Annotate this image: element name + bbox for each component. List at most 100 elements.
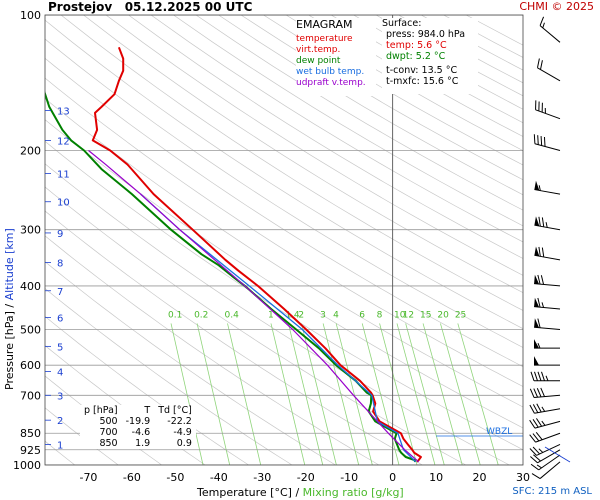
- wind-barb: [534, 339, 560, 349]
- mixing-ratio-line: [440, 323, 481, 465]
- wind-barb: [536, 58, 561, 82]
- legend-item-temperature: temperature: [296, 34, 353, 44]
- altitude-tick-label: 11: [57, 169, 70, 180]
- wind-barb-pennant: [534, 356, 539, 366]
- x-tick-label: -10: [340, 471, 358, 484]
- table-row: 500 -19.9 -22.2: [80, 416, 196, 427]
- y-tick-label: 925: [20, 444, 41, 457]
- wind-barb-flag: [543, 136, 546, 147]
- y-tick-label: 200: [20, 144, 41, 157]
- wind-barb-flag: [529, 388, 535, 398]
- x-axis-title: Temperature [°C] / Mixing ratio [g/kg]: [197, 486, 404, 499]
- wind-barb-flag: [541, 247, 545, 258]
- wind-barb-half-flag: [541, 406, 546, 412]
- wind-barb-half-flag: [541, 302, 545, 308]
- mixing-ratio-line: [170, 323, 204, 465]
- wind-barb-flag: [529, 448, 537, 456]
- wind-barb-staff: [535, 109, 561, 120]
- mixing-ratio-label: 0.4: [225, 310, 240, 320]
- series-group: [45, 46, 422, 463]
- wind-barb: [534, 180, 561, 195]
- level-table: p [hPa] T Td [°C] 500 -19.9 -22.2 700 -4…: [80, 405, 196, 449]
- series-udpraft-v-temp: [88, 150, 420, 463]
- dry-adiabat-line: [195, 15, 523, 211]
- table-cell: 500: [99, 416, 118, 427]
- legend-item-wet-bulb: wet bulb temp.: [296, 67, 365, 77]
- table-row: 850 1.9 0.9: [80, 438, 196, 449]
- wind-barb-flag: [536, 418, 543, 427]
- mixing-ratio-label: 10: [394, 310, 406, 320]
- dry-adiabat-line: [45, 77, 523, 387]
- altitude-tick-label: 3: [57, 391, 63, 402]
- background-lines: [45, 15, 523, 465]
- credit-label: CHMI © 2025: [519, 0, 594, 13]
- station-name: Prostejov: [48, 0, 113, 14]
- wind-barb-half-flag: [541, 420, 546, 426]
- mixing-ratio-label: 25: [455, 310, 466, 320]
- wind-barb-flag: [540, 136, 543, 146]
- legend-item-virt-temp: virt.temp.: [296, 45, 341, 55]
- wind-barb: [534, 318, 561, 331]
- table-cell: 0.9: [176, 438, 192, 449]
- wind-barb: [529, 403, 561, 414]
- mixing-ratio-line: [287, 323, 324, 465]
- y-tick-label: 1000: [13, 459, 41, 472]
- y-tick-label: 100: [20, 9, 41, 22]
- wind-barb-flag: [530, 371, 535, 381]
- altitude-tick-label: 13: [57, 106, 70, 117]
- wind-barb: [530, 371, 560, 382]
- x-tick-label: 30: [516, 471, 530, 484]
- wind-barb-staff: [536, 443, 561, 456]
- wind-barb: [529, 443, 561, 456]
- wind-barb-flag: [538, 216, 541, 227]
- surface-temp: temp: 5.6 °C: [386, 40, 447, 51]
- y-axis-title-altitude: Altitude [km]: [3, 228, 16, 301]
- surface-tmxfc: t-mxfc: 15.6 °C: [386, 76, 459, 87]
- wind-barb-flag: [533, 454, 541, 462]
- legend-title: EMAGRAM: [296, 18, 353, 31]
- wind-barb-flag: [540, 387, 546, 397]
- wind-barb: [529, 387, 561, 399]
- table-cell: -4.6: [131, 427, 151, 438]
- wind-barb-flag: [537, 297, 541, 308]
- wind-barb: [534, 216, 561, 231]
- dry-adiabat-line: [45, 19, 523, 330]
- altitude-tick-label: 2: [57, 416, 63, 427]
- dry-adiabat-line: [173, 15, 523, 227]
- wind-barb-flag: [533, 388, 539, 398]
- wind-barb-staff: [537, 449, 561, 464]
- mixing-ratio-label: 1.4: [285, 310, 300, 320]
- x-axis-title-temp: Temperature [°C]: [197, 486, 292, 499]
- wind-barb-flag: [529, 434, 536, 443]
- mixing-ratio-line: [405, 323, 445, 465]
- wind-barb-half-flag: [537, 342, 541, 349]
- altitude-tick-label: 7: [57, 287, 63, 298]
- x-tick-label: 10: [429, 471, 443, 484]
- y-axis-title-pressure: Pressure [hPa]: [3, 311, 16, 390]
- dry-adiabat-line: [128, 15, 523, 259]
- sounding-datetime: 05.12.2025 00 UTC: [124, 0, 253, 14]
- mixing-ratio-label: 2: [298, 310, 304, 320]
- table-row: 700 -4.6 -4.9: [80, 427, 196, 438]
- wind-barb-flag: [540, 275, 545, 285]
- mixing-ratio-label: 20: [437, 310, 449, 320]
- sfc-label: SFC: 215 m ASL: [512, 486, 592, 497]
- mixing-ratio-line: [300, 323, 337, 465]
- x-tick-label: -70: [79, 471, 97, 484]
- wind-barb-flag: [541, 371, 545, 381]
- dry-adiabat-line: [83, 15, 523, 294]
- mixing-ratio-line: [396, 323, 436, 465]
- legend-item-updraft: udpraft v.temp.: [296, 78, 366, 88]
- mixing-ratio-label: 3: [320, 310, 326, 320]
- surface-pressure: press: 984.0 hPa: [386, 29, 466, 40]
- wind-barb-flag: [530, 463, 539, 471]
- wind-barb-staff: [534, 408, 561, 414]
- table-cell: 700: [99, 427, 118, 438]
- altitude-tick-label: 6: [57, 313, 63, 324]
- x-tick-label: 0: [389, 471, 396, 484]
- mixing-ratio-line: [422, 323, 463, 465]
- wind-barb-flag: [541, 217, 545, 227]
- x-tick-label: 20: [473, 471, 487, 484]
- wind-barb-half-flag: [538, 185, 541, 191]
